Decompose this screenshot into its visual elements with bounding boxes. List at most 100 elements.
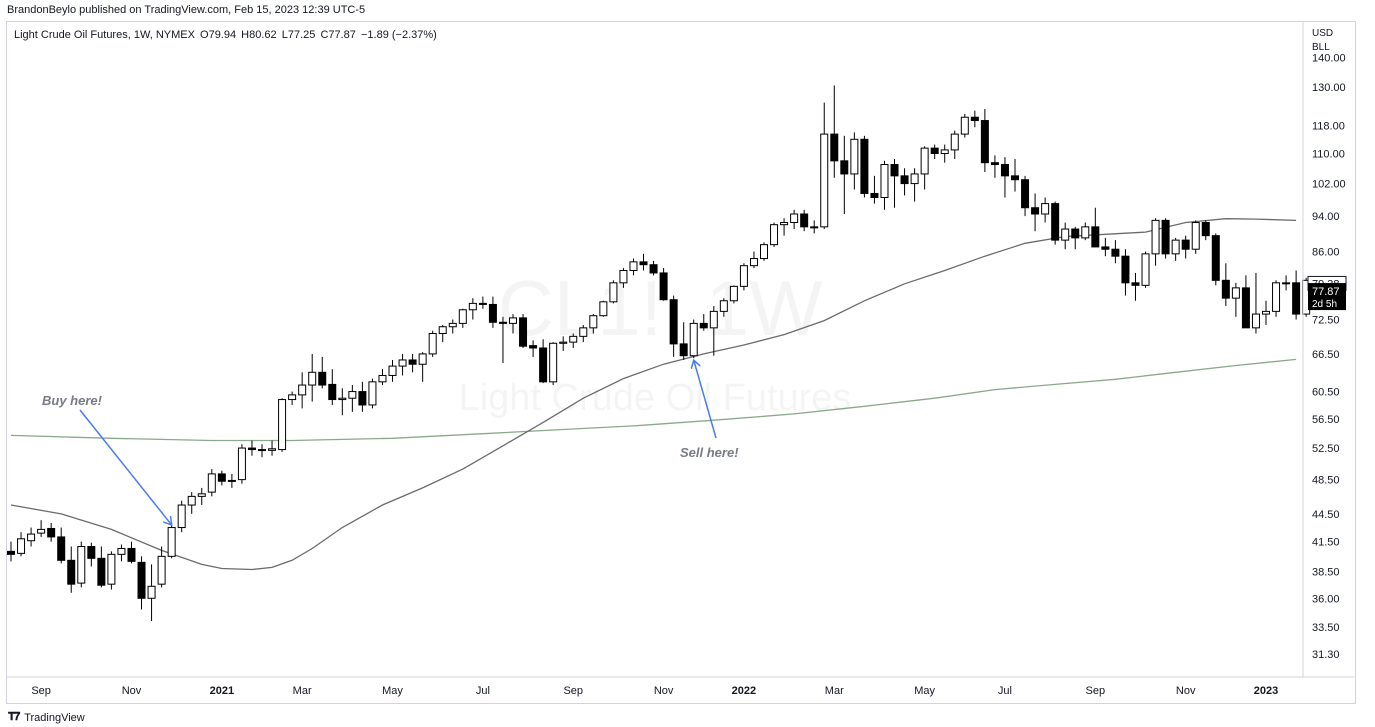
candle[interactable] [488, 296, 497, 328]
candle[interactable] [900, 168, 909, 196]
candle[interactable] [1031, 193, 1040, 232]
candle[interactable] [57, 527, 66, 564]
candle[interactable] [619, 268, 628, 288]
candle[interactable] [830, 85, 839, 178]
candle[interactable] [659, 268, 668, 301]
candle[interactable] [207, 469, 216, 497]
time-axis[interactable]: Sep Nov 2021 Mar May Jul Sep Nov 2022 Mar May Jul Se… [6, 676, 1355, 697]
candle[interactable] [1221, 263, 1230, 307]
candle[interactable] [167, 522, 176, 559]
candle[interactable] [1231, 282, 1240, 317]
candle[interactable] [1141, 251, 1150, 288]
candle[interactable] [770, 222, 779, 247]
candle[interactable] [308, 353, 317, 402]
candle[interactable] [559, 336, 568, 351]
candle[interactable] [1262, 300, 1270, 326]
candle[interactable] [509, 314, 517, 334]
candle[interactable] [1091, 207, 1100, 248]
candle[interactable] [27, 527, 36, 547]
candle[interactable] [87, 542, 96, 567]
candle[interactable] [127, 541, 136, 564]
candle[interactable] [1201, 220, 1210, 241]
candle[interactable] [910, 168, 919, 202]
candle[interactable] [729, 285, 738, 304]
candle[interactable] [7, 541, 15, 562]
symbol-legend[interactable]: Light Crude Oil Futures, 1W, NYMEX O79.9… [14, 29, 439, 41]
candle[interactable] [1181, 235, 1190, 259]
candle[interactable] [810, 220, 819, 234]
candle[interactable] [1101, 237, 1110, 257]
candle[interactable] [870, 175, 879, 204]
candle[interactable] [970, 110, 979, 128]
candle[interactable] [408, 353, 417, 373]
candle[interactable] [960, 113, 969, 138]
candle[interactable] [840, 135, 849, 214]
candle[interactable] [247, 440, 256, 456]
candle[interactable] [258, 444, 266, 458]
candle[interactable] [1171, 237, 1180, 261]
candle[interactable] [860, 135, 869, 198]
candle[interactable] [468, 298, 477, 320]
candle[interactable] [1282, 275, 1291, 291]
candle[interactable] [649, 260, 658, 276]
candle[interactable] [1041, 197, 1050, 223]
candle[interactable] [709, 306, 718, 356]
candle[interactable] [1211, 233, 1220, 286]
candle[interactable] [930, 144, 939, 159]
candle[interactable] [820, 102, 829, 230]
candle[interactable] [448, 319, 457, 334]
candle[interactable] [699, 314, 708, 331]
candle[interactable] [117, 544, 126, 562]
candle[interactable] [569, 333, 578, 348]
candle[interactable] [1121, 249, 1130, 296]
candle[interactable] [187, 492, 196, 514]
candle[interactable] [1151, 218, 1160, 266]
candle[interactable] [137, 556, 146, 610]
candle[interactable] [227, 473, 236, 488]
candle[interactable] [1000, 157, 1009, 198]
candle[interactable] [739, 263, 748, 291]
candle[interactable] [217, 470, 226, 486]
candle[interactable] [1161, 218, 1170, 259]
candle[interactable] [368, 378, 377, 409]
candle[interactable] [338, 388, 347, 416]
candle[interactable] [760, 242, 768, 261]
candle[interactable] [438, 325, 447, 343]
candle[interactable] [719, 298, 728, 317]
candle[interactable] [689, 319, 698, 359]
candle[interactable] [1011, 158, 1019, 192]
candle[interactable] [749, 251, 758, 269]
candle[interactable] [669, 295, 678, 357]
candle[interactable] [298, 372, 307, 409]
candle[interactable] [519, 314, 528, 348]
price-axis[interactable]: 140.00 130.00 118.00 110.00 102.00 94.00 86.00… [1302, 22, 1346, 677]
candle[interactable] [328, 369, 337, 405]
candle[interactable] [1051, 201, 1060, 245]
candle[interactable] [67, 546, 76, 593]
candle[interactable] [1251, 272, 1260, 334]
candle[interactable] [498, 316, 507, 364]
candle[interactable] [197, 487, 206, 506]
candle[interactable] [1081, 222, 1090, 241]
candle[interactable] [278, 398, 287, 452]
candle[interactable] [529, 340, 538, 357]
candle[interactable] [1131, 272, 1140, 301]
candle[interactable] [318, 356, 327, 389]
candle[interactable] [850, 132, 859, 190]
candle[interactable] [1061, 222, 1070, 250]
candle[interactable] [288, 391, 297, 405]
candle[interactable] [980, 109, 989, 173]
candle[interactable] [388, 359, 397, 382]
currency-unit[interactable]: USD BLL [1312, 27, 1333, 55]
candle[interactable] [1191, 220, 1200, 254]
candle[interactable] [1071, 226, 1080, 250]
candle[interactable] [107, 551, 116, 590]
candle[interactable] [237, 444, 246, 484]
candle[interactable] [358, 381, 367, 412]
tradingview-footer[interactable]: 𝐓𝟕 TradingView [8, 711, 85, 724]
candle[interactable] [1021, 175, 1030, 217]
candle[interactable] [639, 253, 648, 271]
candle[interactable] [458, 308, 467, 328]
candle[interactable] [418, 352, 427, 382]
